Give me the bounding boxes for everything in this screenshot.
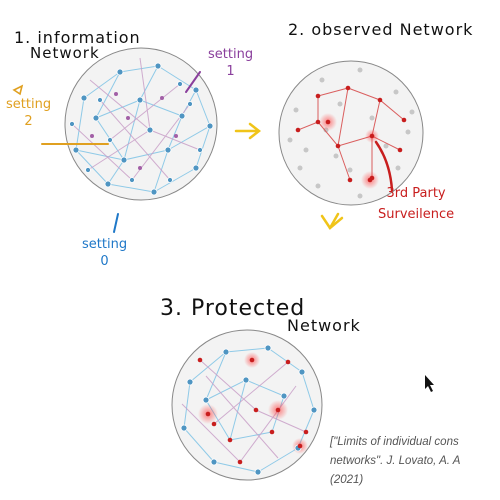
- setting-2-number: 2: [24, 114, 33, 129]
- mouse-cursor-icon: [425, 375, 434, 392]
- information-network: [64, 47, 218, 201]
- setting-0-number: 0: [100, 254, 109, 269]
- citation-line2: networks". J. Lovato, A. A: [330, 455, 461, 467]
- setting-2-text: setting: [6, 97, 52, 112]
- setting-1-text: setting: [208, 47, 254, 62]
- third-party-surveillance-label: 3rd Party Surveilence: [378, 183, 454, 225]
- title-protected-network-line2: Network: [287, 316, 361, 335]
- title-observed-network: 2. observed Network: [288, 20, 474, 39]
- setting-0-label: setting 0: [82, 236, 127, 270]
- citation-year: (2021): [330, 474, 364, 486]
- right-arrow-icon: [234, 122, 262, 140]
- title-information-network-line2: Network: [30, 44, 100, 62]
- setting0-pointer: [113, 213, 119, 233]
- setting-1-number: 1: [226, 64, 235, 79]
- protected-network: [171, 329, 323, 481]
- title-information-network: 1. information: [14, 28, 141, 47]
- citation-line1: ["Limits of individual cons: [330, 436, 459, 448]
- setting-2-label: setting 2: [6, 96, 51, 130]
- setting-0-text: setting: [82, 237, 128, 252]
- title-protected-network: 3. Protected: [160, 296, 306, 321]
- surveillance-line1: 3rd Party: [386, 186, 446, 201]
- down-left-arrow-icon: [320, 212, 344, 230]
- surveillance-pointer: [374, 140, 394, 192]
- citation: ["Limits of individual cons networks". J…: [330, 433, 460, 490]
- surveillance-line2: Surveilence: [378, 207, 455, 222]
- observed-network: [278, 60, 424, 206]
- setting1-pointer: [185, 71, 201, 93]
- setting2-mark-icon: [12, 84, 24, 96]
- setting-1-label: setting 1: [208, 46, 253, 80]
